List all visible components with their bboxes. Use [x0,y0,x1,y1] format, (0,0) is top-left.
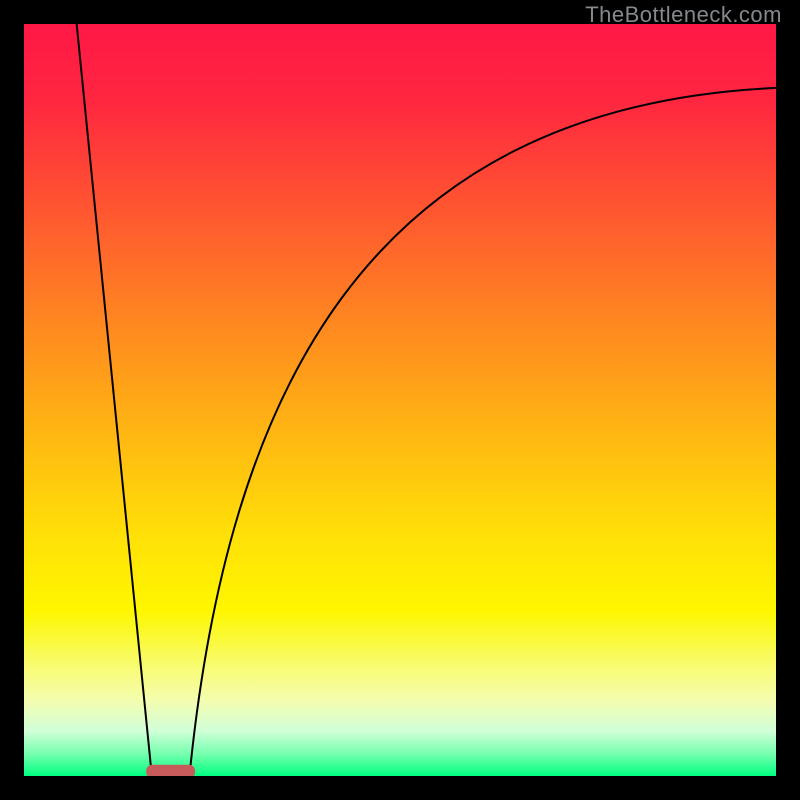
figure-container: TheBottleneck.com [0,0,800,800]
valley-marker [146,765,195,776]
gradient-background [24,24,776,776]
watermark-text: TheBottleneck.com [585,2,782,28]
bottleneck-chart [24,24,776,776]
